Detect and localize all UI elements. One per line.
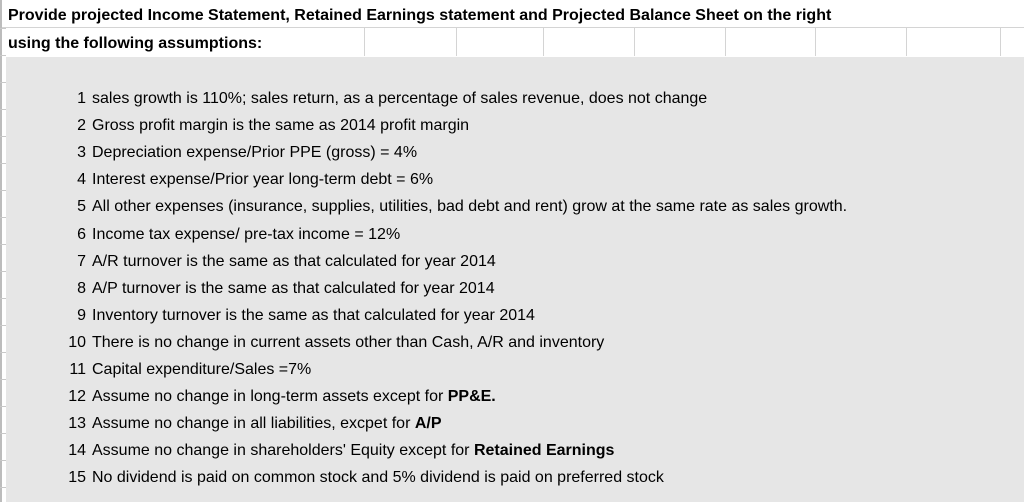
assumption-number: 10 xyxy=(68,333,86,351)
assumption-number: 4 xyxy=(77,171,86,189)
assumption-row: 4 Interest expense/Prior year long-term d… xyxy=(6,167,433,193)
assumption-number: 7 xyxy=(77,252,86,270)
assumption-row: 5 All other expenses (insurance, supplies… xyxy=(6,194,847,220)
assumption-text: A/R turnover is the same as that calcula… xyxy=(92,252,496,270)
assumption-row: 6 Income tax expense/ pre-tax income = 12… xyxy=(6,222,400,248)
assumption-number: 1 xyxy=(77,90,86,107)
assumption-row: 15 No dividend is paid on common stock an… xyxy=(6,465,664,491)
assumption-number: 2 xyxy=(77,117,86,135)
assumption-row: 3 Depreciation expense/Prior PPE (gross) … xyxy=(6,140,417,166)
assumption-number: 13 xyxy=(68,415,86,433)
row-gridline-tick xyxy=(0,271,6,272)
assumption-number: 9 xyxy=(77,306,86,324)
row-gridline-tick xyxy=(0,433,6,434)
row-gridline-tick xyxy=(0,82,6,83)
assumption-text: sales growth is 110%; sales return, as a… xyxy=(92,90,708,107)
assumption-text: There is no change in current assets oth… xyxy=(92,333,605,351)
assumption-emphasis: A/P xyxy=(414,415,442,433)
row-header-border xyxy=(0,0,2,502)
row-gridline-tick xyxy=(0,163,6,164)
assumption-row: 7 A/R turnover is the same as that calcul… xyxy=(6,249,496,275)
assumption-text: Interest expense/Prior year long-term de… xyxy=(92,171,434,189)
assumption-number: 3 xyxy=(77,144,86,162)
assumption-text: Assume no change in long-term assets exc… xyxy=(92,388,448,406)
row-gridline-tick xyxy=(0,217,6,218)
assumption-text: Assume no change in shareholders' Equity… xyxy=(92,442,474,460)
assumption-text: Assume no change in all liabilities, exc… xyxy=(92,415,415,433)
assumption-text: All other expenses (insurance, supplies,… xyxy=(92,198,848,216)
row-gridline-tick xyxy=(0,298,6,299)
assumption-text: A/P turnover is the same as that calcula… xyxy=(92,279,495,297)
assumption-row: 9 Inventory turnover is the same as that … xyxy=(6,303,535,329)
assumption-text: Inventory turnover is the same as that c… xyxy=(92,306,535,324)
row-gridline-tick xyxy=(0,379,6,380)
row-gridline-tick xyxy=(0,352,6,353)
assumption-row: 12 Assume no change in long-term assets e… xyxy=(6,384,496,410)
assumption-row: 13 Assume no change in all liabilities, e… xyxy=(6,411,442,437)
row-gridline-tick xyxy=(0,460,6,461)
assumption-emphasis: Retained Earnings xyxy=(473,442,615,460)
row-gridline-tick xyxy=(0,325,6,326)
assumption-text: Income tax expense/ pre-tax income = 12% xyxy=(92,225,401,243)
row-gridline-tick xyxy=(0,190,6,191)
assumption-row: 14 Assume no change in shareholders' Equi… xyxy=(6,438,614,464)
assumption-number: 15 xyxy=(68,469,86,487)
row-gridline-tick xyxy=(0,406,6,407)
assumption-row: 1 sales growth is 110%; sales return, as … xyxy=(6,86,707,112)
assumption-row: 8 A/P turnover is the same as that calcul… xyxy=(6,276,495,302)
assumption-row: 2 Gross profit margin is the same as 2014… xyxy=(6,113,469,139)
row-gridline-tick xyxy=(0,487,6,488)
spreadsheet-header-rows xyxy=(0,0,1024,56)
assumption-number: 12 xyxy=(68,388,86,406)
assumption-number: 14 xyxy=(68,442,86,460)
assumption-number: 11 xyxy=(69,361,86,378)
row-gridline-tick xyxy=(0,55,6,56)
instruction-line-1: Provide projected Income Statement, Reta… xyxy=(8,7,832,24)
assumption-number: 5 xyxy=(77,198,86,216)
assumption-text: No dividend is paid on common stock and … xyxy=(92,469,664,487)
assumption-text: Capital expenditure/Sales =7% xyxy=(92,361,312,378)
assumption-row: 10 There is no change in current assets o… xyxy=(6,330,604,356)
assumption-text: Gross profit margin is the same as 2014 … xyxy=(92,117,470,135)
assumption-number: 8 xyxy=(77,279,86,297)
assumption-number: 6 xyxy=(77,225,86,243)
row-gridline-tick xyxy=(0,136,6,137)
assumption-row: 11 Capital expenditure/Sales =7% xyxy=(6,357,311,383)
row-gridline-tick xyxy=(0,244,6,245)
assumption-text: Depreciation expense/Prior PPE (gross) =… xyxy=(92,144,418,162)
assumption-emphasis: PP&E. xyxy=(447,388,496,406)
row-gridline-tick xyxy=(0,109,6,110)
instruction-line-2: using the following assumptions: xyxy=(8,35,263,52)
assumptions-panel xyxy=(6,57,1024,502)
row-gridline-tick xyxy=(0,28,6,29)
